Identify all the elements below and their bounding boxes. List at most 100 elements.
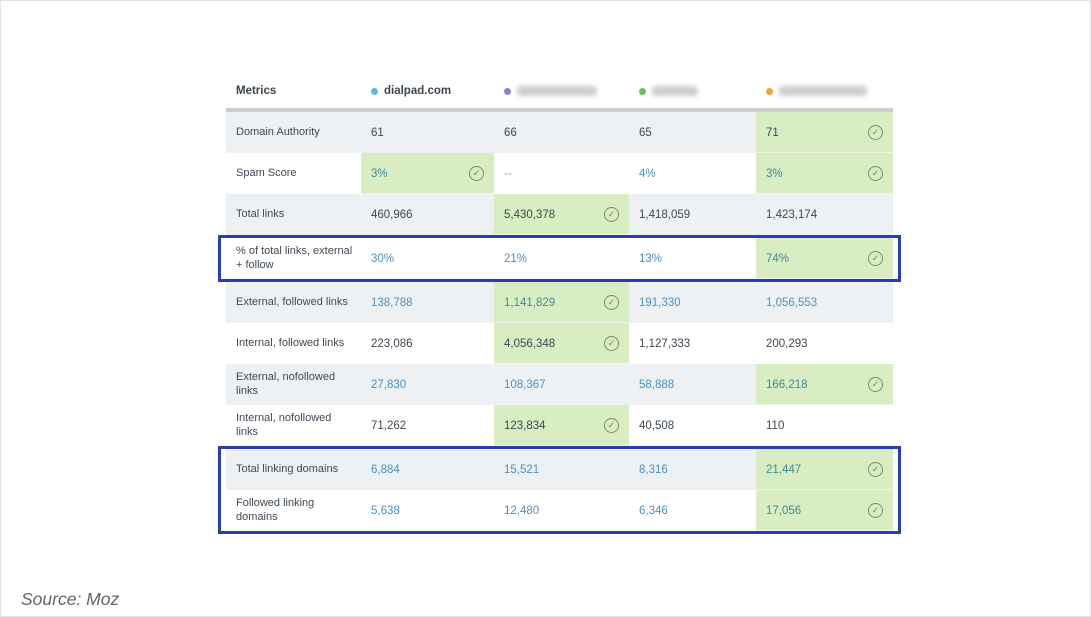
value-text[interactable]: 5,638	[371, 504, 400, 517]
metric-value-cell: 21%	[494, 238, 629, 279]
metric-value-cell: 15,521	[494, 449, 629, 490]
value-text: 40,508	[639, 419, 675, 432]
value-text[interactable]: 12,480	[504, 504, 540, 517]
metric-value-cell: 191,330	[629, 282, 756, 323]
redacted-domain-name	[779, 86, 867, 96]
value-text[interactable]: 3%	[371, 167, 388, 180]
value-text[interactable]: 4%	[639, 167, 656, 180]
value-text[interactable]: 138,788	[371, 296, 413, 309]
value-text: 200,293	[766, 337, 808, 350]
best-value-check-icon: ✓	[868, 125, 883, 140]
value-text: 4,056,348	[504, 337, 556, 350]
competitor-header-redacted-3	[756, 86, 893, 96]
metric-label: Spam Score	[236, 166, 297, 179]
competitor-header-redacted-2	[629, 86, 756, 96]
table-row: External, followed links 138,788 1,141,829…	[226, 282, 893, 323]
metric-value-cell: 1,423,174	[756, 194, 893, 235]
best-value-check-icon: ✓	[604, 295, 619, 310]
metric-value-cell: 110	[756, 405, 893, 446]
metric-value-cell: 6,346	[629, 490, 756, 531]
metric-value-cell: 17,056 ✓	[756, 490, 893, 531]
metric-value-cell: 40,508	[629, 405, 756, 446]
table-body: Domain Authority 61 66 65 71 ✓ Spam Score 3% ✓ --…	[218, 112, 901, 534]
best-value-check-icon: ✓	[868, 251, 883, 266]
metric-value-cell: 21,447 ✓	[756, 449, 893, 490]
value-text[interactable]: 6,884	[371, 463, 400, 476]
redacted-domain-name	[652, 86, 698, 96]
highlight-outline-domains-rows: Total linking domains 6,884 15,521 8,316 21,…	[218, 446, 901, 534]
metric-value-cell: 3% ✓	[756, 153, 893, 194]
value-text: 460,966	[371, 208, 413, 221]
table-row: Spam Score 3% ✓ -- 4% 3% ✓	[226, 153, 893, 194]
value-text: 223,086	[371, 337, 413, 350]
value-text: 66	[504, 126, 517, 139]
best-value-check-icon: ✓	[469, 166, 484, 181]
metric-value-cell: 71 ✓	[756, 112, 893, 153]
table-row: Total links 460,966 5,430,378 ✓ 1,418,059 1,4…	[226, 194, 893, 235]
metric-value-cell: 166,218 ✓	[756, 364, 893, 405]
value-text[interactable]: 74%	[766, 252, 790, 265]
legend-dot-green	[639, 87, 646, 95]
table-row: External, nofollowed links 27,830 108,367 5…	[226, 364, 893, 405]
value-text[interactable]: 21,447	[766, 463, 802, 476]
value-text[interactable]: 15,521	[504, 463, 540, 476]
metric-value-cell: 5,430,378 ✓	[494, 194, 629, 235]
metric-value-cell: 13%	[629, 238, 756, 279]
value-text[interactable]: 191,330	[639, 296, 681, 309]
value-text[interactable]: 8,316	[639, 463, 668, 476]
value-text[interactable]: 58,888	[639, 378, 675, 391]
value-text[interactable]: 3%	[766, 167, 783, 180]
value-text[interactable]: 1,141,829	[504, 296, 556, 309]
metric-label: External, nofollowed links	[236, 370, 336, 397]
metrics-comparison-table: Metrics dialpad.com Domain Authority 61 66…	[218, 76, 901, 534]
metric-value-cell: 5,638	[361, 490, 494, 531]
metric-value-cell: 4%	[629, 153, 756, 194]
competitor-header-dialpad.com: dialpad.com	[361, 85, 494, 97]
highlight-outline-pct-row: % of total links, external + follow 30% 21…	[218, 235, 901, 282]
metric-value-cell: 12,480	[494, 490, 629, 531]
value-text[interactable]: 17,056	[766, 504, 802, 517]
metric-value-cell: --	[494, 153, 629, 194]
metric-value-cell: 61	[361, 112, 494, 153]
best-value-check-icon: ✓	[604, 336, 619, 351]
legend-dot-purple	[504, 87, 511, 95]
metric-value-cell: 3% ✓	[361, 153, 494, 194]
value-text[interactable]: 166,218	[766, 378, 808, 391]
value-text: 1,423,174	[766, 208, 818, 221]
metrics-column-header: Metrics	[236, 85, 277, 97]
value-text: --	[504, 167, 512, 180]
domain-name: dialpad.com	[384, 85, 452, 97]
value-text[interactable]: 27,830	[371, 378, 407, 391]
metric-label: External, followed links	[236, 295, 348, 308]
metric-label: Followed linking domains	[236, 496, 315, 523]
value-text[interactable]: 6,346	[639, 504, 668, 517]
metric-value-cell: 1,056,553	[756, 282, 893, 323]
value-text: 1,127,333	[639, 337, 691, 350]
metric-value-cell: 66	[494, 112, 629, 153]
table-row: Total linking domains 6,884 15,521 8,316 21,…	[226, 449, 893, 490]
value-text: 71,262	[371, 419, 407, 432]
value-text[interactable]: 108,367	[504, 378, 546, 391]
metric-value-cell: 27,830	[361, 364, 494, 405]
metric-value-cell: 1,418,059	[629, 194, 756, 235]
value-text: 5,430,378	[504, 208, 556, 221]
best-value-check-icon: ✓	[604, 207, 619, 222]
legend-dot-blue	[371, 87, 378, 95]
metric-value-cell: 138,788	[361, 282, 494, 323]
value-text[interactable]: 13%	[639, 252, 663, 265]
metric-value-cell: 123,834 ✓	[494, 405, 629, 446]
legend-dot-orange	[766, 87, 773, 95]
metric-value-cell: 74% ✓	[756, 238, 893, 279]
value-text[interactable]: 1,056,553	[766, 296, 818, 309]
best-value-check-icon: ✓	[868, 166, 883, 181]
value-text: 123,834	[504, 419, 546, 432]
table-row: Domain Authority 61 66 65 71 ✓	[226, 112, 893, 153]
metric-value-cell: 108,367	[494, 364, 629, 405]
metric-label: Internal, nofollowed links	[236, 411, 332, 438]
value-text[interactable]: 30%	[371, 252, 395, 265]
metric-value-cell: 4,056,348 ✓	[494, 323, 629, 364]
value-text[interactable]: 21%	[504, 252, 528, 265]
metric-label: Total links	[236, 207, 285, 220]
table-row: % of total links, external + follow 30% 21…	[226, 238, 893, 279]
